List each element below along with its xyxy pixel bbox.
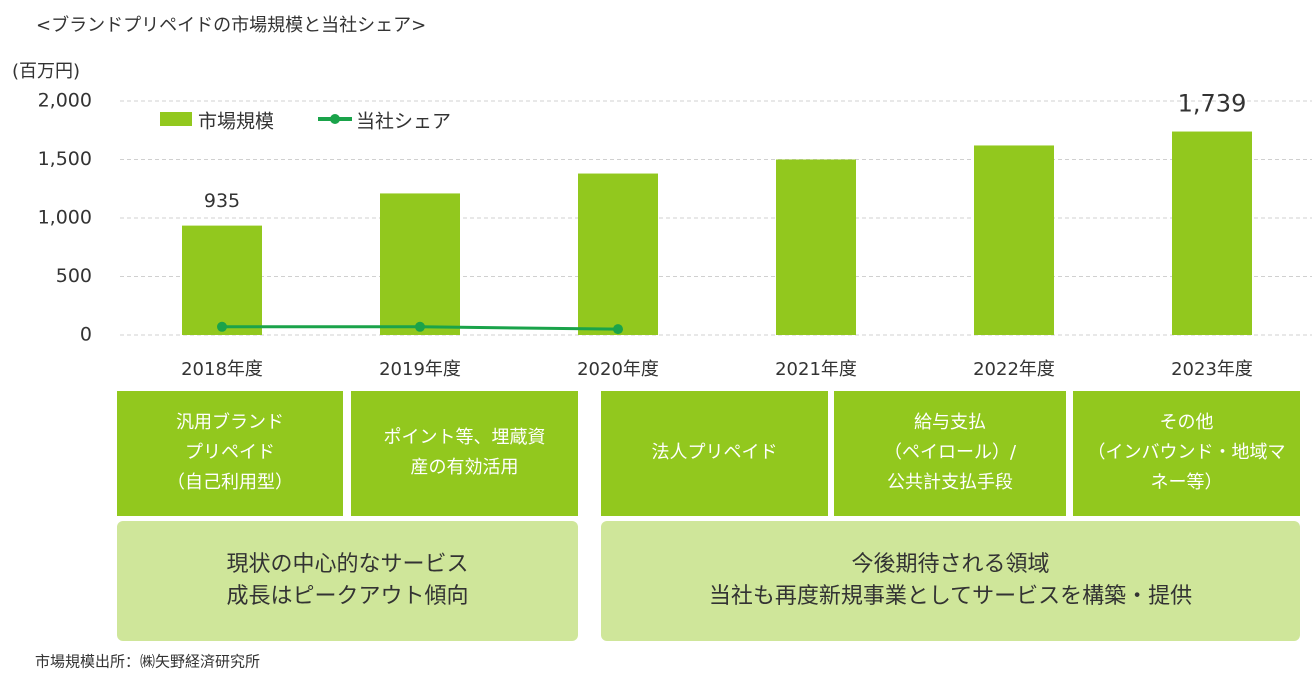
bar	[974, 145, 1054, 335]
bar	[776, 159, 856, 335]
bar	[1172, 131, 1252, 335]
segment-label: （ペイロール）/	[884, 442, 1017, 463]
x-tick-label: 2022年度	[973, 359, 1055, 380]
segment-box	[351, 391, 578, 516]
bar	[578, 173, 658, 335]
x-tick-label: 2021年度	[775, 359, 857, 380]
segment-label: （インバウンド・地域マ	[1088, 442, 1286, 463]
group-label: 当社も再度新規事業としてサービスを構築・提供	[709, 584, 1192, 609]
group-label: 成長はピークアウト傾向	[226, 584, 468, 609]
share-marker	[613, 324, 623, 335]
segment-label: 法人プリペイド	[652, 442, 778, 463]
share-marker	[217, 321, 227, 332]
x-tick-label: 2023年度	[1171, 359, 1253, 380]
x-tick-label: 2019年度	[379, 359, 461, 380]
chart-title: <ブランドプリペイドの市場規模と当社シェア>	[36, 14, 426, 36]
x-tick-label: 2018年度	[181, 359, 263, 380]
segment-box	[1073, 391, 1300, 516]
source-note: 市場規模出所：㈱矢野経済研究所	[35, 653, 260, 671]
group-label: 現状の中心的なサービス	[226, 552, 468, 577]
y-tick-label: 1,500	[38, 148, 92, 170]
y-tick-label: 2,000	[38, 90, 92, 112]
segment-label: （自己利用型）	[167, 472, 293, 493]
y-unit: (百万円)	[12, 61, 80, 82]
y-tick-label: 1,000	[38, 207, 92, 229]
x-tick-label: 2020年度	[577, 359, 659, 380]
segment-box	[834, 391, 1066, 516]
segment-label: その他	[1160, 412, 1214, 433]
segment-label: 産の有効活用	[411, 457, 519, 478]
segment-box	[117, 391, 343, 516]
segment-label: プリペイド	[185, 442, 275, 463]
y-tick-label: 0	[80, 324, 92, 346]
value-label: 935	[204, 190, 240, 212]
bar	[182, 225, 262, 335]
segment-label: 給与支払	[914, 412, 986, 433]
group-label: 今後期待される領域	[851, 552, 1049, 577]
y-tick-label: 500	[56, 265, 92, 287]
group-box	[117, 521, 578, 641]
legend-label: 市場規模	[198, 111, 274, 133]
bar	[380, 193, 460, 335]
legend-swatch	[330, 114, 340, 124]
segment-label: ネー等）	[1151, 472, 1223, 493]
value-label: 1,739	[1178, 90, 1247, 118]
segment-label: 公共計支払手段	[887, 472, 1013, 493]
group-box	[601, 521, 1300, 641]
segment-label: 汎用ブランド	[176, 411, 284, 433]
share-marker	[415, 321, 425, 332]
legend-swatch	[160, 112, 192, 126]
segment-label: ポイント等、埋蔵資	[384, 427, 546, 448]
legend-label: 当社シェア	[356, 111, 451, 133]
segment-box	[601, 391, 828, 516]
